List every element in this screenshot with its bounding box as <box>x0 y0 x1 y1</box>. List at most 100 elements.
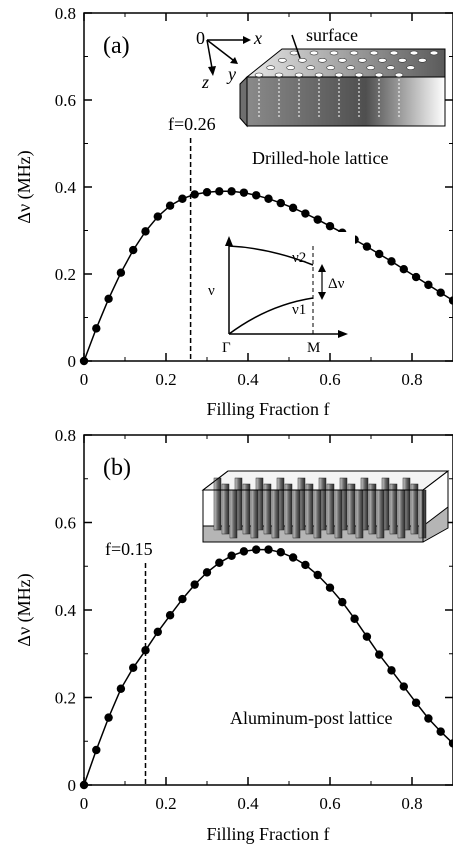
y-tick-label: 0 <box>68 776 77 795</box>
data-point <box>411 272 421 282</box>
hole <box>409 50 419 56</box>
inset-aluminum-post-box <box>201 470 450 543</box>
posts-b <box>213 477 427 539</box>
data-point <box>264 194 273 203</box>
post <box>242 483 251 535</box>
vline-label-b: f=0.15 <box>105 539 153 559</box>
data-point <box>79 356 89 366</box>
data-point <box>399 682 408 691</box>
data-point <box>215 187 224 196</box>
data-point <box>362 632 372 641</box>
data-point <box>424 714 433 723</box>
x-tick-labels-b: 0 0.2 0.4 0.6 0.8 <box>80 794 423 813</box>
hole <box>274 72 284 78</box>
data-point <box>92 324 101 333</box>
hole <box>346 65 355 70</box>
x-axis-label-b: Filling Fraction f <box>207 824 330 844</box>
hole <box>329 50 339 56</box>
data-point <box>313 570 322 580</box>
hole <box>318 58 327 63</box>
y-tick-label: 0.2 <box>55 689 76 708</box>
x-tick-label: 0.2 <box>155 370 176 389</box>
data-point <box>239 547 249 556</box>
hole <box>298 58 307 63</box>
data-point <box>129 245 138 255</box>
y-axis-label-a: Δν (MHz) <box>14 150 35 223</box>
hole <box>429 50 439 56</box>
data-point <box>153 627 162 637</box>
y-tick-label: 0 <box>68 352 77 371</box>
data-point <box>153 212 162 221</box>
post <box>213 477 222 531</box>
post <box>263 483 272 535</box>
data-point <box>301 560 310 570</box>
panel-b: 0 0.2 0.4 0.6 0.8 0 0.2 0.4 0.6 0.8 Δν (MHz) Fil… <box>14 426 453 844</box>
x-axis-label-a: Filling Fraction f <box>207 399 330 419</box>
data-point <box>190 190 199 199</box>
data-point <box>141 227 150 236</box>
data-point <box>165 201 175 210</box>
hole <box>314 72 324 78</box>
data-point <box>399 265 408 274</box>
data-point <box>215 558 224 567</box>
data-point <box>116 268 126 277</box>
data-point <box>227 187 236 196</box>
hole <box>369 50 379 56</box>
y-tick-label: 0.6 <box>55 91 76 110</box>
hole <box>386 65 395 70</box>
hole <box>378 58 387 63</box>
hole <box>286 65 295 70</box>
data-point <box>288 203 298 213</box>
data-point <box>116 684 126 693</box>
hole <box>289 50 299 56</box>
hole <box>418 58 427 63</box>
y-tick-labels-a: 0 0.2 0.4 0.6 0.8 <box>55 4 77 371</box>
points-b <box>79 545 453 790</box>
hole <box>338 58 347 63</box>
data-point <box>79 780 89 790</box>
post <box>410 483 419 535</box>
data-point <box>252 545 261 554</box>
data-point <box>190 580 199 589</box>
data-point <box>350 614 359 623</box>
x-tick-label: 0.4 <box>237 370 259 389</box>
x-tick-label: 0 <box>80 794 89 813</box>
post <box>397 489 406 539</box>
inset-label-x: x <box>253 28 262 48</box>
inset-label-origin: 0 <box>196 28 205 48</box>
band-label-nu2: ν2 <box>292 250 306 266</box>
data-point <box>375 650 384 659</box>
post <box>347 483 356 535</box>
x-tick-label: 0 <box>80 370 89 389</box>
hole <box>266 65 275 70</box>
band-label-nu1: ν1 <box>292 302 306 318</box>
x-tick-label: 0.4 <box>237 794 259 813</box>
panel-a: 0 0.2 0.4 0.6 0.8 0 0.2 0.4 0.6 0.8 Δν (MHz) Fil… <box>14 4 453 419</box>
hole <box>374 72 384 78</box>
post <box>389 483 398 535</box>
data-point <box>178 594 187 604</box>
band-label-gamma: Γ <box>222 340 231 356</box>
hole <box>334 72 344 78</box>
data-point <box>202 568 212 577</box>
post <box>221 483 230 535</box>
band-label-nu: ν <box>208 283 215 299</box>
band-label-delta-nu: Δν <box>328 276 345 292</box>
data-point <box>338 597 347 607</box>
x-tick-label: 0.8 <box>401 794 422 813</box>
holes-a <box>254 50 439 118</box>
y-tick-label: 0.8 <box>55 426 76 445</box>
data-point <box>227 551 236 560</box>
data-point <box>387 666 396 675</box>
post <box>313 489 322 539</box>
post <box>250 489 259 539</box>
inset-label-surface: surface <box>306 25 358 45</box>
data-point <box>288 553 298 562</box>
data-point <box>424 280 433 290</box>
y-axis-label-b: Δν (MHz) <box>14 573 35 646</box>
x-tick-labels-a: 0 0.2 0.4 0.6 0.8 <box>80 370 423 389</box>
data-point <box>141 646 150 655</box>
data-point <box>178 194 187 203</box>
annotation-b: Aluminum-post lattice <box>230 708 392 728</box>
data-point <box>92 745 101 755</box>
